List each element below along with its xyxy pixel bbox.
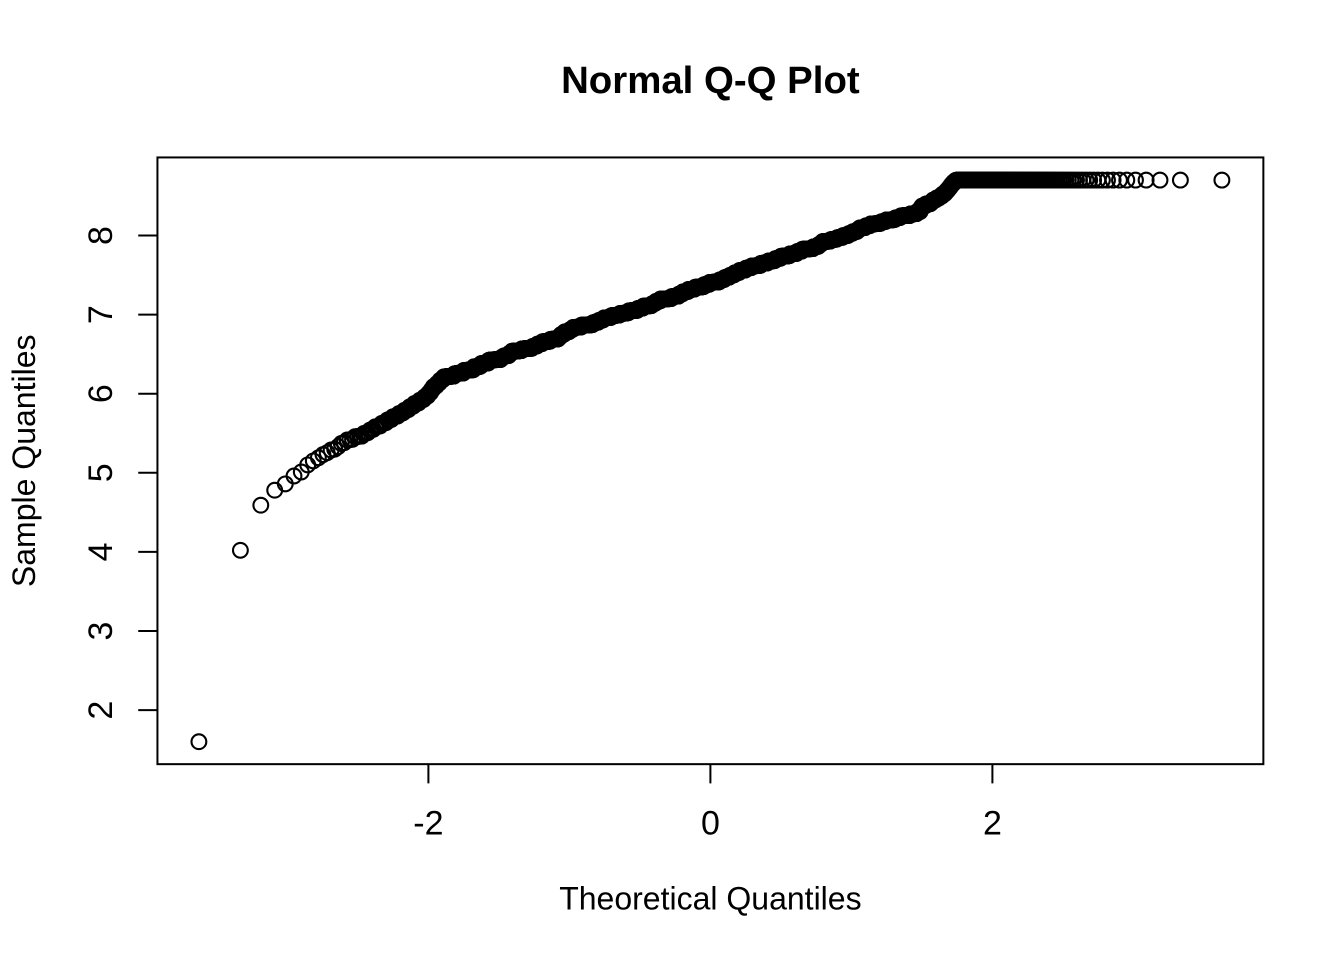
svg-text:7: 7 [82,305,120,324]
svg-text:-2: -2 [413,805,443,843]
svg-text:2: 2 [983,805,1002,843]
svg-text:Theoretical Quantiles: Theoretical Quantiles [559,881,861,917]
svg-text:6: 6 [82,384,120,403]
svg-text:Sample Quantiles: Sample Quantiles [6,335,42,588]
svg-text:3: 3 [82,622,120,641]
svg-text:4: 4 [82,542,120,561]
svg-text:5: 5 [82,463,120,482]
svg-text:8: 8 [82,226,120,245]
svg-text:Normal Q-Q Plot: Normal Q-Q Plot [561,59,860,102]
svg-text:2: 2 [82,701,120,720]
svg-text:0: 0 [701,805,720,843]
